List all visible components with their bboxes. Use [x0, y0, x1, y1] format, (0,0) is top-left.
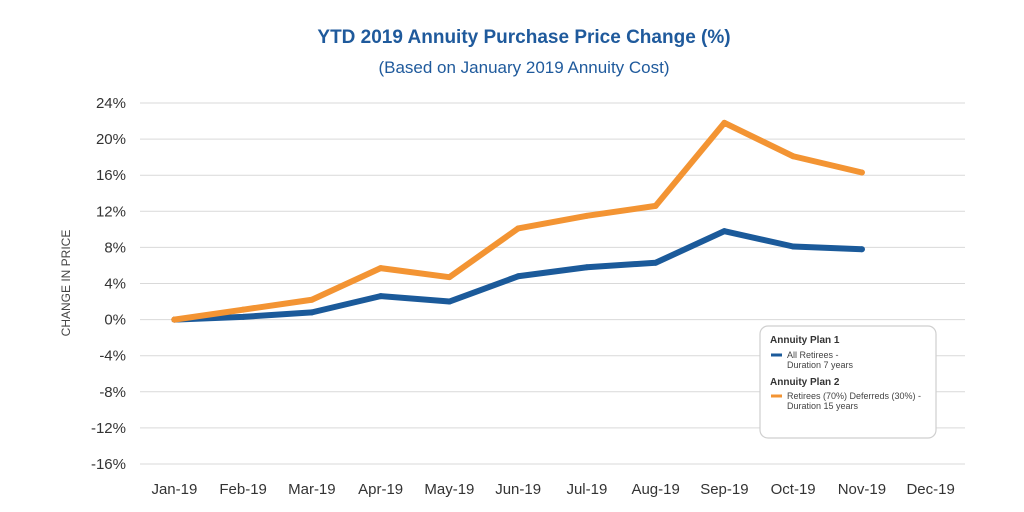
data-point-plan1	[515, 273, 522, 280]
legend-label-plan2-line1: Retirees (70%) Deferreds (30%) -	[787, 391, 921, 401]
data-point-plan1	[790, 243, 797, 250]
data-point-plan2	[240, 306, 247, 313]
y-tick-label: 16%	[96, 167, 126, 184]
y-tick-label: -12%	[91, 420, 126, 437]
data-point-plan1	[652, 259, 659, 266]
y-tick-label: -4%	[99, 348, 126, 365]
x-tick-label: Dec-19	[906, 481, 954, 498]
data-point-plan1	[240, 313, 247, 320]
y-tick-label: 0%	[104, 312, 126, 329]
y-tick-label: -16%	[91, 456, 126, 473]
data-point-plan1	[721, 228, 728, 235]
data-point-plan2	[377, 265, 384, 272]
chart-subtitle: (Based on January 2019 Annuity Cost)	[378, 58, 669, 77]
data-point-plan2	[446, 274, 453, 281]
data-point-plan1	[377, 293, 384, 300]
data-point-plan1	[446, 298, 453, 305]
legend-group-plan1: Annuity Plan 1	[770, 335, 840, 346]
data-point-plan1	[583, 264, 590, 271]
chart-title: YTD 2019 Annuity Purchase Price Change (…	[317, 27, 730, 48]
y-tick-labels: 24% 20% 16% 12% 8% 4% 0% -4% -8% -12% -16%	[91, 95, 126, 473]
x-tick-label: Jun-19	[495, 481, 541, 498]
data-point-plan2	[583, 212, 590, 219]
data-point-plan2	[171, 316, 178, 323]
x-tick-label: May-19	[424, 481, 474, 498]
legend-box	[759, 325, 937, 439]
y-tick-label: 12%	[96, 203, 126, 220]
data-point-plan2	[515, 225, 522, 232]
series-lines	[171, 119, 865, 323]
data-point-plan1	[858, 246, 865, 253]
legend: Annuity Plan 1 All Retirees - Duration 7…	[759, 325, 937, 439]
x-tick-label: Nov-19	[838, 481, 886, 498]
data-point-plan2	[790, 153, 797, 160]
legend-label-plan2-line2: Duration 15 years	[787, 401, 859, 411]
data-point-plan2	[308, 296, 315, 303]
legend-label-plan1-line2: Duration 7 years	[787, 360, 854, 370]
data-point-plan2	[858, 169, 865, 176]
data-point-plan1	[308, 309, 315, 316]
x-tick-label: Apr-19	[358, 481, 403, 498]
y-tick-label: -8%	[99, 384, 126, 401]
y-tick-label: 20%	[96, 131, 126, 148]
x-tick-label: Sep-19	[700, 481, 748, 498]
y-axis-label: CHANGE IN PRICE	[59, 230, 73, 337]
x-tick-label: Jan-19	[151, 481, 197, 498]
y-tick-label: 8%	[104, 239, 126, 256]
data-point-plan2	[652, 202, 659, 209]
x-tick-label: Jul-19	[566, 481, 607, 498]
y-tick-label: 4%	[104, 276, 126, 293]
x-tick-label: Mar-19	[288, 481, 336, 498]
x-tick-label: Feb-19	[219, 481, 267, 498]
data-point-plan2	[721, 119, 728, 126]
series-line-plan2	[171, 119, 865, 323]
x-tick-label: Aug-19	[631, 481, 679, 498]
legend-label-plan1-line1: All Retirees -	[787, 350, 839, 360]
y-tick-label: 24%	[96, 95, 126, 112]
legend-group-plan2: Annuity Plan 2	[770, 377, 840, 388]
x-tick-label: Oct-19	[771, 481, 816, 498]
x-tick-labels: Jan-19 Feb-19 Mar-19 Apr-19 May-19 Jun-19 Jul-…	[151, 481, 954, 498]
